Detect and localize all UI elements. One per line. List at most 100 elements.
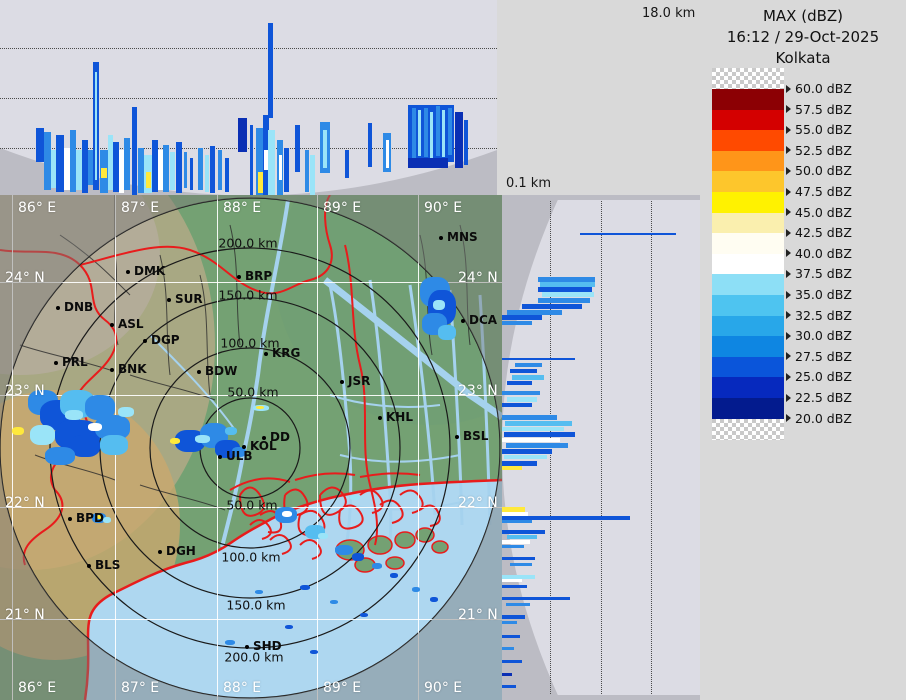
level-arrow-icon: [786, 331, 791, 340]
echo: [218, 150, 222, 190]
echo: [502, 673, 512, 676]
level-arrow-icon: [786, 166, 791, 175]
max-height-label: 18.0 km: [642, 6, 696, 21]
echo: [502, 449, 552, 454]
level-arrow-icon: [786, 372, 791, 381]
echo: [335, 545, 353, 555]
level-arrow-icon: [786, 352, 791, 361]
level-arrow-icon: [786, 187, 791, 196]
height-gridline: [0, 98, 497, 99]
latitude-label: 23° N: [458, 383, 498, 399]
echo: [210, 146, 215, 193]
echo: [502, 635, 520, 638]
latitude-label: 21° N: [458, 607, 498, 623]
echo: [502, 512, 528, 516]
dbz-band: [712, 336, 784, 357]
city-dot-icon: [218, 455, 222, 459]
range-ring-label: 150.0 km: [226, 597, 286, 613]
city-dot-icon: [126, 270, 130, 274]
echo: [502, 585, 527, 588]
level-arrow-icon: [786, 228, 791, 237]
city-dot-icon: [54, 361, 58, 365]
city-label: DNB: [64, 300, 94, 314]
echo: [506, 443, 568, 448]
echo: [455, 112, 463, 168]
echo: [538, 287, 592, 292]
city-label: KOL: [250, 439, 277, 453]
echo: [506, 603, 530, 606]
echo: [205, 155, 209, 192]
echo: [448, 108, 452, 155]
city-label: DD: [270, 430, 290, 444]
dbz-band: [712, 356, 784, 378]
echo: [522, 304, 582, 309]
echo: [318, 533, 328, 539]
level-arrow-icon: [786, 249, 791, 258]
longitude-line: [317, 195, 318, 700]
echo: [97, 515, 102, 519]
dbz-band: [712, 130, 784, 151]
echo: [442, 110, 445, 157]
city-dot-icon: [242, 445, 246, 449]
latitude-label: 22° N: [5, 495, 45, 511]
echo: [502, 403, 532, 407]
echo: [502, 415, 557, 420]
echo: [300, 585, 310, 590]
echo: [507, 397, 537, 402]
echo: [30, 425, 55, 445]
dbz-band: [712, 233, 784, 254]
dbz-level-label: 27.5 dBZ: [786, 349, 852, 364]
echo: [505, 421, 572, 426]
echo: [282, 511, 292, 517]
echo: [502, 461, 537, 466]
dbz-level-label: 35.0 dBZ: [786, 287, 852, 302]
echo: [507, 310, 562, 315]
city-dot-icon: [439, 236, 443, 240]
city-dot-icon: [68, 517, 72, 521]
echo: [170, 152, 175, 190]
echo: [408, 158, 448, 168]
echo: [502, 621, 517, 624]
echo: [64, 148, 70, 190]
latitude-label: 24° N: [5, 270, 45, 286]
echo: [502, 516, 630, 520]
dbz-band: [712, 274, 784, 295]
dbz-level-label: 42.5 dBZ: [786, 225, 852, 240]
echo: [152, 140, 158, 192]
longitude-label: 87° E: [121, 680, 160, 696]
level-arrow-icon: [786, 414, 791, 423]
city-label: DCA: [469, 313, 498, 327]
dbz-level-label: 47.5 dBZ: [786, 184, 852, 199]
dbz-colorbar: [712, 68, 784, 440]
latitude-label: 22° N: [458, 495, 498, 511]
dbz-band: [712, 89, 784, 110]
dbz-band: [712, 294, 784, 316]
dbz-band: [712, 418, 784, 440]
level-arrow-icon: [786, 105, 791, 114]
range-ring-label: 100.0 km: [221, 549, 281, 565]
echo: [502, 391, 540, 395]
echo: [238, 118, 247, 152]
echo: [163, 145, 169, 192]
echo: [502, 660, 522, 663]
longitude-label: 90° E: [424, 680, 463, 696]
echo: [101, 168, 107, 178]
city-label: SHD: [253, 639, 282, 653]
echo: [502, 466, 522, 470]
echo: [390, 573, 398, 578]
xz-blind-wedge: [0, 148, 497, 195]
height-gridline: [0, 148, 497, 149]
dbz-band: [712, 191, 784, 213]
latitude-label: 23° N: [5, 383, 45, 399]
echo: [345, 150, 349, 178]
echo: [436, 106, 440, 156]
echo: [295, 125, 300, 172]
legend-panel: MAX (dBZ) 16:12 / 29-Oct-2025 Kolkata 60…: [700, 0, 906, 700]
city-dot-icon: [110, 323, 114, 327]
range-ring-label: 50.0 km: [226, 497, 278, 513]
dbz-band: [712, 377, 784, 398]
city-dot-icon: [143, 339, 147, 343]
echo: [82, 140, 88, 193]
latitude-line: [0, 619, 502, 620]
echo: [502, 507, 525, 512]
